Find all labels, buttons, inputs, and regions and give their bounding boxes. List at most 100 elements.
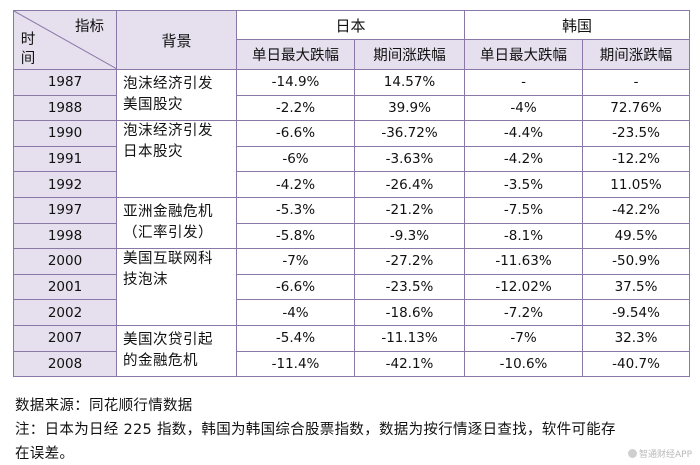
jp-day-cell: -4.2% [236,171,355,198]
background-cell: 美国互联网科 技泡沫 [116,248,237,326]
background-text: 泡沫经济引发 [123,76,213,93]
jp-day-cell: -5.3% [236,196,355,224]
jp-period-cell: -3.63% [353,145,466,173]
table-row: 1987 泡沫经济引发 美国股灾 -14.9% 14.57% - - [13,68,691,122]
jp-period-cell: 39.9% [353,94,466,122]
table-row: 2000 美国互联网科 技泡沫 -7% -27.2% -11.63% -50.9% [13,248,691,326]
background-text: 美国股灾 [123,97,183,114]
watermark-text: 智通财经APP [638,450,692,460]
kr-period-cell: -40.7% [582,350,691,378]
kr-day-cell: -8.1% [464,222,584,250]
jp-day-cell: -6.6% [236,120,355,147]
watermark-logo-icon [627,449,637,458]
stock-crash-table: 指标 时间 背景 日本 韩国 单日最大跌幅 期间涨跌幅 单日最大跌幅 期间涨跌幅… [13,10,691,378]
kr-day-header: 单日最大跌幅 [464,39,584,70]
year-cell: 1988 [13,94,117,122]
background-cell: 泡沫经济引发 美国股灾 [116,68,237,122]
kr-period-cell: - [582,69,691,96]
table-row: 2008 -11.4% -42.1% -10.6% -40.7% [13,350,691,378]
year-cell: 2008 [13,350,117,378]
corner-indicator-label: 指标 [75,19,104,35]
background-text: 泡沫经济引发 [123,123,213,140]
kr-day-cell: -7.5% [464,196,584,224]
background-text: （汇率引发） [123,225,213,242]
jp-period-cell: -11.13% [353,324,466,352]
table-row: 2002 -4% -18.6% -7.2% -9.54% [13,299,691,326]
year-cell: 2001 [13,273,117,301]
kr-day-cell: -7% [464,324,584,352]
background-cell: 亚洲金融危机 （汇率引发） [116,196,237,250]
data-source: 数据来源：同花顺行情数据 [15,398,193,414]
jp-day-cell: -14.9% [236,69,355,96]
jp-day-cell: -11.4% [236,350,355,378]
kr-period-header: 期间涨跌幅 [582,39,691,70]
table-row: 1990 泡沫经济引发 日本股灾 -6.6% -36.72% -4.4% -23.5% [13,120,691,198]
footnote-line-1: 注：日本为日经 225 指数，韩国为韩国综合股票指数，数据为按行情逐日查找，软件… [15,422,616,438]
kr-period-cell: -42.2% [582,196,691,224]
background-text: 美国互联网科 [123,251,213,268]
jp-period-cell: -9.3% [353,222,466,250]
background-text: 的金融危机 [123,353,198,370]
kr-day-cell: -4.2% [464,145,584,173]
corner-header: 指标 时间 [13,10,117,70]
kr-period-cell: -50.9% [582,248,691,275]
year-cell: 2000 [13,248,117,275]
kr-period-cell: 49.5% [582,222,691,250]
kr-day-cell: -11.63% [464,248,584,275]
jp-period-cell: -18.6% [353,299,466,326]
year-cell: 1991 [13,145,117,173]
jp-day-cell: -5.8% [236,222,355,250]
jp-day-header: 单日最大跌幅 [236,39,355,70]
year-cell: 2007 [13,324,117,352]
jp-day-cell: -4% [236,299,355,326]
jp-period-cell: -36.72% [353,120,466,147]
kr-period-cell: 32.3% [582,324,691,352]
background-cell: 泡沫经济引发 日本股灾 [116,120,237,198]
year-cell: 1987 [13,69,117,96]
table-row: 1991 -6% -3.63% -4.2% -12.2% [13,145,691,173]
jp-period-cell: -26.4% [353,171,466,198]
year-cell: 1997 [13,196,117,224]
table-row: 1992 -4.2% -26.4% -3.5% 11.05% [13,171,691,198]
jp-period-cell: 14.57% [353,69,466,96]
jp-period-cell: -21.2% [353,196,466,224]
year-cell: 1990 [13,120,117,147]
jp-day-cell: -2.2% [236,94,355,122]
background-text: 技泡沫 [123,272,168,289]
kr-period-cell: -12.2% [582,145,691,173]
kr-day-cell: -4% [464,94,584,122]
corner-diagonal [14,11,116,69]
table-row: 1988 -2.2% 39.9% -4% 72.76% [13,94,691,122]
kr-day-cell: -4.4% [464,120,584,147]
year-cell: 2002 [13,299,117,326]
japan-header: 日本 [235,10,466,40]
korea-header: 韩国 [464,10,691,40]
kr-period-cell: 11.05% [582,171,691,198]
background-cell: 美国次贷引起 的金融危机 [116,324,237,378]
kr-day-cell: -10.6% [464,350,584,378]
year-cell: 1992 [13,171,117,198]
watermark: 智通财经APP [627,447,692,460]
kr-day-cell: -12.02% [464,273,584,301]
table-row: 1998 -5.8% -9.3% -8.1% 49.5% [13,222,691,250]
background-text: 日本股灾 [123,144,183,161]
background-text: 亚洲金融危机 [123,204,213,221]
footnote-line-2: 在误差。 [15,446,75,462]
kr-day-cell: -7.2% [464,299,584,326]
jp-day-cell: -6.6% [236,273,355,301]
kr-day-cell: -3.5% [464,171,584,198]
jp-day-cell: -5.4% [236,324,355,352]
background-header: 背景 [116,10,237,70]
kr-period-cell: 37.5% [582,273,691,301]
kr-period-cell: 72.76% [582,94,691,122]
jp-day-cell: -7% [236,248,355,275]
table-row: 1997 亚洲金融危机 （汇率引发） -5.3% -21.2% -7.5% -42.2% [13,196,691,250]
kr-period-cell: -23.5% [582,120,691,147]
jp-period-cell: -27.2% [353,248,466,275]
table-row: 2007 美国次贷引起 的金融危机 -5.4% -11.13% -7% 32.3% [13,324,691,378]
kr-day-cell: - [464,69,584,96]
jp-period-cell: -42.1% [353,350,466,378]
jp-period-header: 期间涨跌幅 [353,39,466,70]
background-text: 美国次贷引起 [123,332,213,349]
jp-day-cell: -6% [236,145,355,173]
